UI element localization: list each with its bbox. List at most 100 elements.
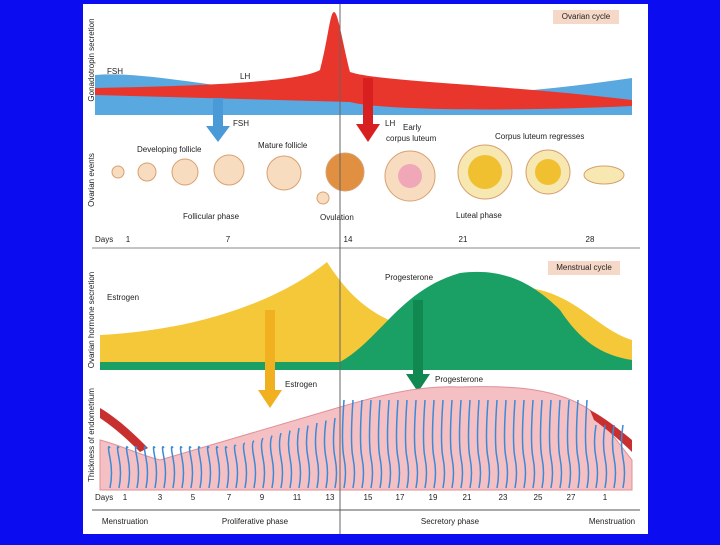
blood-vessel <box>449 399 455 489</box>
blood-vessel <box>386 399 392 489</box>
blood-vessel <box>116 446 122 489</box>
blood-vessel <box>350 399 356 489</box>
label: corpus luteum <box>386 134 437 143</box>
blood-vessel <box>179 446 185 489</box>
blood-vessel <box>476 399 482 489</box>
label: Progesterone <box>385 273 434 282</box>
label: Follicular phase <box>183 212 240 221</box>
blood-vessel <box>278 432 284 489</box>
label: 28 <box>586 235 595 244</box>
label: 19 <box>429 493 438 502</box>
follicle <box>171 158 199 186</box>
label: 17 <box>396 493 405 502</box>
blood-vessel <box>593 424 599 489</box>
blood-vessel <box>404 399 410 489</box>
label: Ovulation <box>320 213 354 222</box>
label: LH <box>240 72 250 81</box>
blood-vessel <box>296 427 302 489</box>
arrow <box>413 300 423 376</box>
blood-vessel <box>557 399 563 489</box>
label: Proliferative phase <box>222 517 289 526</box>
blood-vessel <box>269 435 275 489</box>
arrow <box>213 98 223 128</box>
blood-vessel <box>359 399 365 489</box>
blood-vessel <box>314 422 320 489</box>
label: 5 <box>191 493 196 502</box>
blood-vessel <box>368 399 374 489</box>
label: Menstruation <box>102 517 148 526</box>
luteum-core <box>468 155 502 189</box>
progesterone-curve <box>100 271 632 370</box>
label: Secretory phase <box>421 517 480 526</box>
blood-vessel <box>440 399 446 489</box>
follicle <box>213 154 245 186</box>
blood-vessel <box>206 446 212 489</box>
illustration <box>92 4 640 534</box>
label: 1 <box>603 493 608 502</box>
label: 15 <box>364 493 373 502</box>
label: Days <box>95 235 113 244</box>
blood-vessel <box>251 440 257 489</box>
arrow-head <box>258 390 282 408</box>
blood-vessel <box>422 399 428 489</box>
label: Menstruation <box>589 517 635 526</box>
label: 1 <box>123 493 128 502</box>
blood-vessel <box>134 446 140 489</box>
label: Ovarian hormone secretion <box>87 272 96 369</box>
label: 21 <box>459 235 468 244</box>
label: Estrogen <box>107 293 139 302</box>
label: Early <box>403 123 421 132</box>
blood-vessel <box>395 399 401 489</box>
follicle <box>325 152 365 192</box>
blood-vessel <box>305 425 311 489</box>
label: 7 <box>227 493 232 502</box>
label-box <box>553 10 619 24</box>
label: 27 <box>567 493 576 502</box>
blood-vessel <box>143 446 149 489</box>
blood-vessel <box>188 446 194 489</box>
blood-vessel <box>161 446 167 489</box>
blood-vessel <box>170 446 176 489</box>
blood-vessel <box>539 399 545 489</box>
arrow <box>363 78 373 126</box>
label: 3 <box>158 493 163 502</box>
label: 9 <box>260 493 265 502</box>
blood-vessel <box>125 446 131 489</box>
luteum-core <box>398 164 422 188</box>
blood-vessel <box>503 399 509 489</box>
arrow <box>265 310 275 392</box>
blood-vessel <box>197 446 203 489</box>
blood-vessel <box>224 446 230 489</box>
blood-vessel <box>413 399 419 489</box>
blood-vessel <box>215 446 221 489</box>
label: Progesterone <box>435 375 484 384</box>
label: Corpus luteum regresses <box>495 132 584 141</box>
blood-vessel <box>611 424 617 489</box>
follicle <box>111 165 125 179</box>
arrow-head <box>206 126 230 142</box>
blood-vessel <box>485 399 491 489</box>
blood-vessel <box>458 399 464 489</box>
lh-curve <box>95 12 632 110</box>
label: Ovarian events <box>87 153 96 207</box>
blood-vessel <box>431 399 437 489</box>
blood-vessel <box>512 399 518 489</box>
label-box <box>548 261 620 275</box>
label: Luteal phase <box>456 211 502 220</box>
label: Thickness of endometrium <box>87 388 96 482</box>
blood-vessel <box>602 424 608 489</box>
label: 13 <box>326 493 335 502</box>
label: 1 <box>126 235 131 244</box>
label: FSH <box>233 119 249 128</box>
label: 7 <box>226 235 231 244</box>
label: 14 <box>344 235 353 244</box>
label: Menstrual cycle <box>556 263 612 272</box>
label: 11 <box>293 493 302 502</box>
blood-vessel <box>575 399 581 489</box>
shedding <box>100 408 148 452</box>
blood-vessel <box>584 399 590 489</box>
blood-vessel <box>494 399 500 489</box>
blood-vessel <box>377 399 383 489</box>
arrow-head <box>406 374 430 392</box>
